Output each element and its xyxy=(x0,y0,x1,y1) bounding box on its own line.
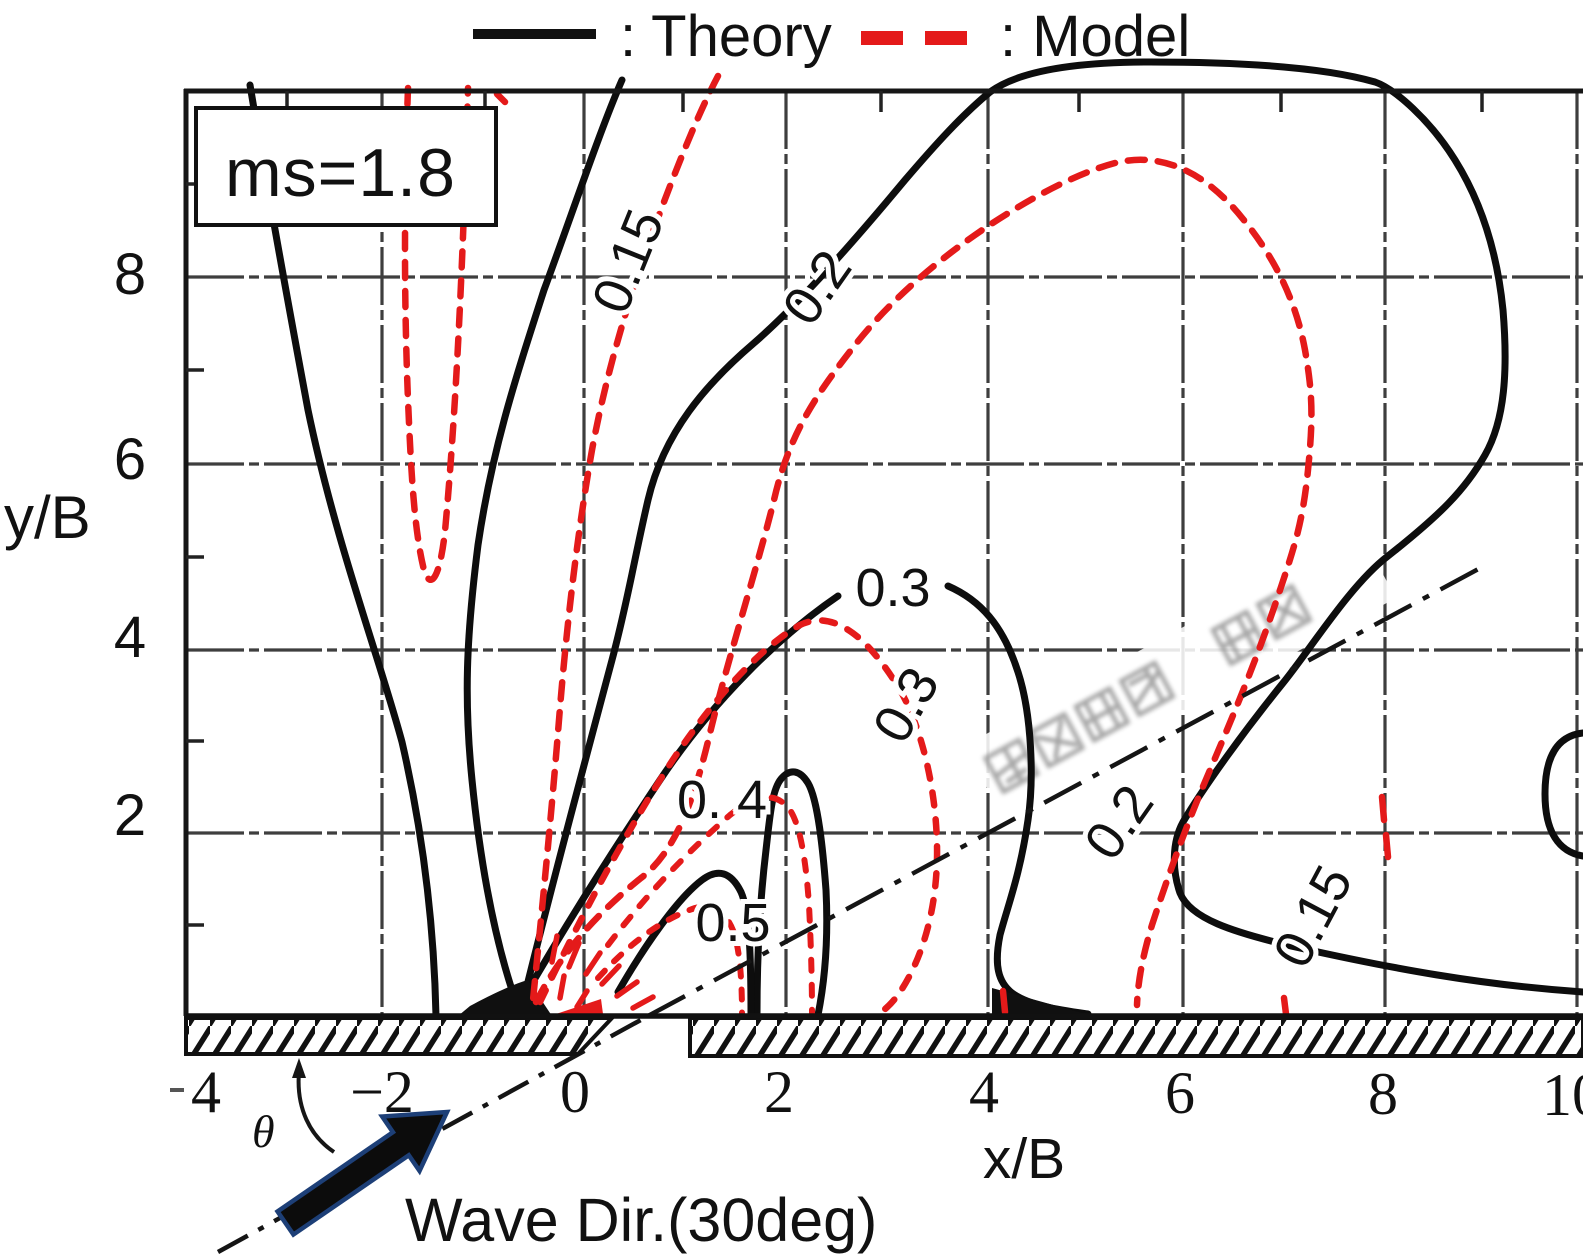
svg-text:6: 6 xyxy=(1165,1060,1195,1126)
svg-text:Wave Dir.(30deg): Wave Dir.(30deg) xyxy=(405,1186,877,1254)
svg-text:: Model: : Model xyxy=(1000,4,1190,69)
svg-text:y/B: y/B xyxy=(4,484,91,551)
svg-text:ms=1.8: ms=1.8 xyxy=(225,135,456,211)
svg-text:10: 10 xyxy=(1542,1062,1583,1128)
svg-text:0.3: 0.3 xyxy=(855,558,930,618)
svg-text:: Theory: : Theory xyxy=(620,4,832,69)
svg-text:2: 2 xyxy=(114,783,146,848)
svg-text:θ: θ xyxy=(252,1106,275,1157)
svg-text:4: 4 xyxy=(114,605,146,670)
svg-text:x/B: x/B xyxy=(983,1127,1065,1191)
svg-text:8: 8 xyxy=(1368,1061,1398,1127)
svg-text:4: 4 xyxy=(191,1059,221,1125)
svg-text:8: 8 xyxy=(114,242,146,307)
svg-text:6: 6 xyxy=(114,427,146,492)
svg-text:2: 2 xyxy=(764,1059,794,1125)
svg-text:0: 0 xyxy=(560,1059,590,1125)
svg-text:0.5: 0.5 xyxy=(695,893,770,953)
svg-text:0. 4: 0. 4 xyxy=(677,770,767,830)
svg-text:4: 4 xyxy=(969,1059,999,1125)
